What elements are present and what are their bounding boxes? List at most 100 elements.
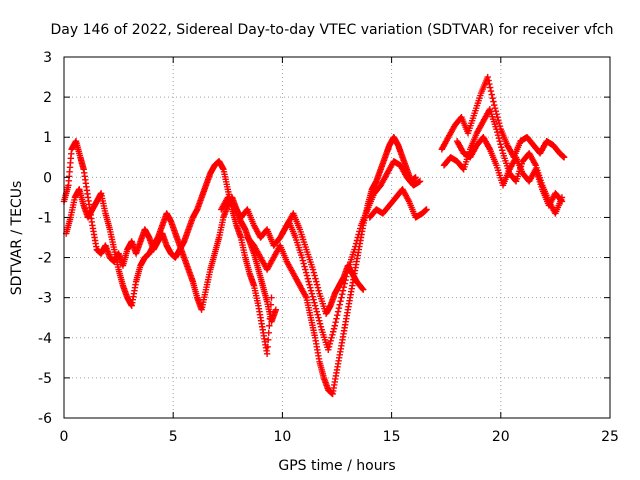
series-1 — [60, 138, 275, 358]
data-point — [351, 246, 358, 253]
series-9 — [453, 134, 566, 209]
data-point — [332, 319, 339, 326]
data-point — [298, 254, 306, 261]
data-point — [312, 275, 319, 282]
data-points — [60, 73, 568, 398]
x-tick-label: 15 — [383, 429, 401, 445]
data-point — [341, 280, 348, 287]
data-point — [315, 314, 322, 321]
data-point — [311, 299, 318, 306]
data-point — [303, 272, 311, 279]
data-point — [314, 284, 322, 291]
data-point — [266, 322, 273, 329]
data-point — [335, 304, 343, 312]
data-point — [359, 285, 366, 292]
x-tick-label: 5 — [169, 429, 178, 445]
series-5 — [279, 158, 424, 354]
data-point — [334, 312, 341, 319]
data-point — [495, 135, 503, 142]
data-point — [493, 126, 500, 133]
data-point — [491, 104, 499, 112]
y-tick-label: -1 — [38, 210, 52, 226]
y-tick-label: 2 — [43, 90, 52, 106]
x-tick-label: 10 — [273, 429, 291, 445]
data-point — [355, 231, 362, 238]
data-point — [326, 340, 334, 347]
data-point — [302, 269, 310, 276]
data-point — [498, 144, 505, 151]
data-point — [305, 278, 312, 285]
y-tick-label: 3 — [43, 50, 52, 66]
data-point — [315, 287, 322, 294]
data-point — [333, 315, 340, 322]
data-point — [485, 77, 492, 84]
series-4 — [244, 134, 419, 398]
data-point — [329, 331, 336, 338]
data-point — [304, 275, 311, 282]
y-tick-label: -2 — [38, 251, 52, 267]
data-point — [498, 147, 506, 154]
data-point — [339, 287, 347, 294]
data-point — [316, 320, 324, 327]
data-point — [327, 337, 334, 344]
data-point — [354, 234, 361, 241]
data-point — [263, 350, 271, 358]
data-point — [337, 297, 344, 305]
y-tick-label: -5 — [38, 371, 52, 387]
data-point — [308, 290, 316, 297]
data-point — [312, 305, 320, 312]
data-point — [357, 225, 364, 232]
x-tick-label: 25 — [601, 429, 619, 445]
data-point — [313, 281, 321, 288]
data-point — [306, 281, 313, 288]
data-point — [352, 243, 359, 250]
data-point — [325, 346, 332, 354]
series-7 — [438, 73, 568, 161]
data-point — [416, 178, 424, 185]
data-point — [496, 138, 503, 145]
data-point — [309, 266, 317, 273]
data-point — [338, 290, 346, 298]
x-tick-label: 0 — [60, 429, 69, 445]
data-point — [491, 101, 498, 109]
data-point — [497, 141, 504, 148]
data-point — [272, 306, 280, 313]
data-point — [302, 266, 309, 273]
data-point — [343, 269, 351, 277]
data-point — [328, 334, 335, 341]
data-point — [560, 154, 568, 161]
y-tick-label: -3 — [38, 291, 52, 307]
y-tick-label: 1 — [43, 130, 52, 146]
data-point — [300, 260, 307, 267]
data-point — [486, 80, 493, 88]
data-point — [489, 94, 496, 102]
y-tick-label: 0 — [43, 170, 52, 186]
data-point — [352, 240, 360, 247]
data-point — [310, 296, 317, 303]
data-point — [557, 197, 565, 204]
data-point — [342, 276, 349, 284]
data-point — [314, 311, 321, 318]
data-point — [331, 322, 339, 329]
data-point — [330, 325, 338, 332]
y-axis-label: SDTVAR / TECUs — [9, 181, 25, 296]
data-point — [334, 308, 342, 315]
data-point — [487, 87, 495, 95]
data-point — [412, 174, 419, 181]
data-point — [268, 294, 275, 301]
series-6 — [366, 186, 430, 221]
axis-ticks: 0 5 10 15 20 25 -6 -5 -4 -3 -2 -1 0 1 2 3 — [38, 50, 619, 445]
data-point — [336, 301, 343, 308]
data-point — [313, 278, 320, 285]
data-point — [494, 129, 501, 136]
data-point — [495, 119, 503, 127]
data-point — [495, 116, 502, 124]
data-point — [360, 286, 367, 293]
data-point — [265, 329, 272, 336]
data-point — [488, 91, 495, 98]
grid-lines — [64, 57, 610, 418]
data-point — [265, 336, 272, 343]
data-point — [340, 283, 348, 291]
data-point — [317, 323, 325, 330]
x-tick-label: 20 — [492, 429, 510, 445]
